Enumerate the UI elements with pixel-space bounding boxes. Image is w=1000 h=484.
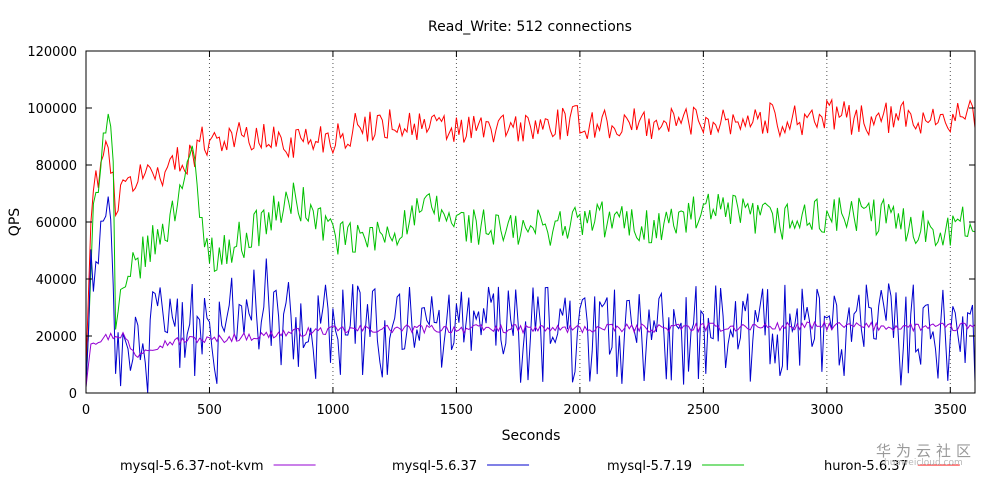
grid-lines <box>208 51 951 393</box>
y-tick-label: 20000 <box>36 330 77 345</box>
y-tick-label: 0 <box>69 387 77 402</box>
legend-label: mysql-5.6.37-not-kvm <box>120 459 264 474</box>
x-tick-label: 3000 <box>810 403 843 418</box>
legend-label: huron-5.6.37 <box>824 459 908 474</box>
x-tick-label: 3500 <box>934 403 967 418</box>
watermark-logo-text: 华为云社区 <box>876 442 977 460</box>
series-line-mysql-5.7.19 <box>85 113 976 388</box>
series-line-mysql-5.6.37-not-kvm <box>85 320 976 388</box>
legend-label: mysql-5.7.19 <box>607 459 692 474</box>
x-tick-label: 500 <box>197 403 222 418</box>
chart-title: Read_Write: 512 connections <box>428 19 632 35</box>
y-tick-label: 120000 <box>27 45 77 60</box>
legend-label: mysql-5.6.37 <box>392 459 477 474</box>
y-tick-label: 40000 <box>36 273 77 288</box>
x-tick-label: 2500 <box>687 403 720 418</box>
x-tick-label: 2000 <box>563 403 596 418</box>
series-lines <box>85 97 976 394</box>
y-tick-label: 60000 <box>36 216 77 231</box>
x-axis-label: Seconds <box>502 428 561 444</box>
y-tick-label: 80000 <box>36 159 77 174</box>
series-line-huron-5.6.37 <box>85 97 976 371</box>
watermark-url: huaweicloud.com <box>884 458 963 468</box>
axis-ticks: 0 500 1000 1500 2000 2500 3000 3500 0 20000 40000 6… <box>27 45 975 418</box>
x-tick-label: 0 <box>82 403 90 418</box>
x-tick-label: 1000 <box>316 403 349 418</box>
y-tick-label: 100000 <box>27 102 77 117</box>
x-tick-label: 1500 <box>440 403 473 418</box>
legend: mysql-5.6.37-not-kvm mysql-5.6.37 mysql-5.… <box>120 459 960 474</box>
y-axis-label: QPS <box>7 208 23 236</box>
